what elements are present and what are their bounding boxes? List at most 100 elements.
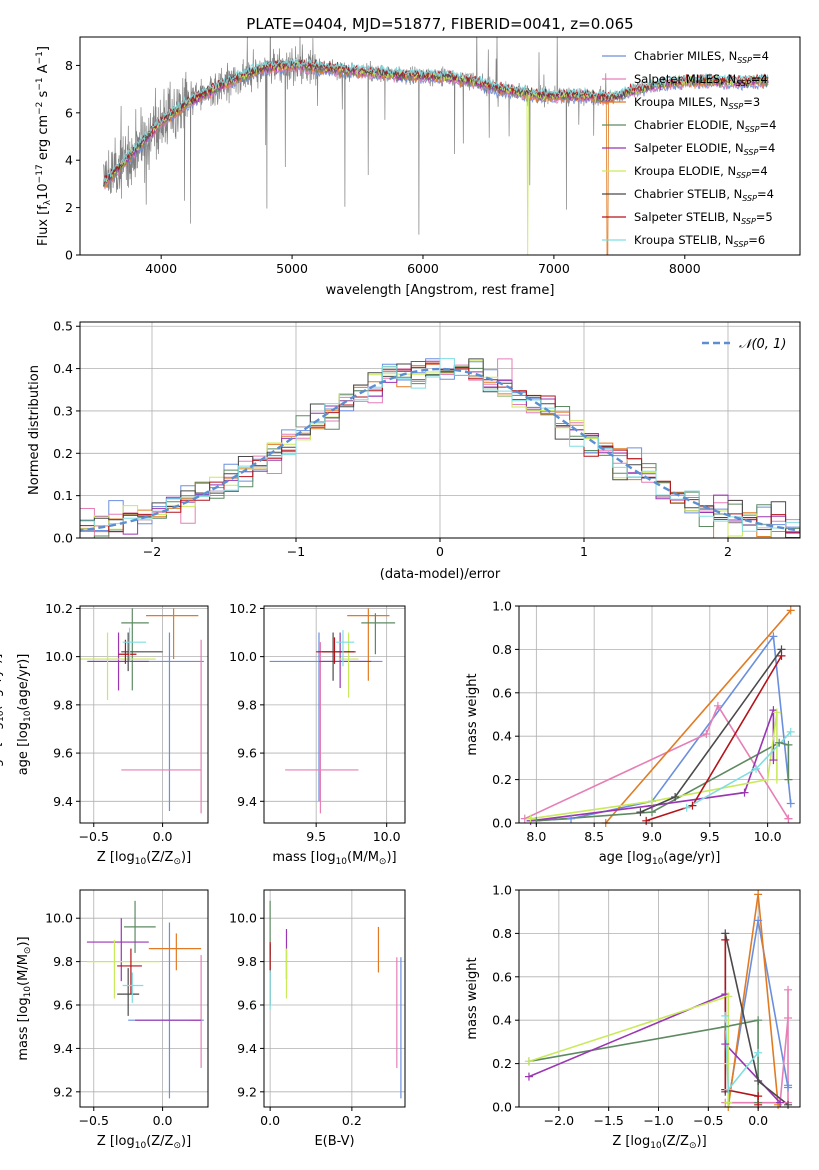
y-tick-label: 9.8 bbox=[53, 697, 73, 712]
y-tick-label: 0.6 bbox=[492, 969, 512, 984]
axes-frame bbox=[263, 889, 406, 1108]
weight-point-marker bbox=[671, 792, 680, 801]
mass-vs-ebv-chart: 0.0 0.2 9.2 9.4 9.6 9.8 10.0 E(B-V) bbox=[229, 889, 406, 1149]
weight-point-marker bbox=[721, 1040, 730, 1049]
legend-label-part: SSP bbox=[744, 148, 759, 157]
legend-label: Salpeter ELODIE, NSSP=4 bbox=[634, 141, 775, 157]
x-tick-label: 0.0 bbox=[748, 1113, 768, 1128]
weight-point-marker bbox=[724, 1059, 733, 1068]
legend-label: Salpeter MILES, NSSP=4 bbox=[634, 72, 768, 88]
weight-point-marker bbox=[754, 1048, 763, 1057]
x-axis-label-part: Z [log bbox=[612, 1134, 650, 1149]
weight-point-marker bbox=[754, 1016, 763, 1025]
y-axis-label-part: −1 bbox=[35, 51, 45, 64]
weight-point-marker bbox=[769, 632, 778, 641]
legend-label-part: Chabrier STELIB, N bbox=[634, 187, 742, 201]
y-axis-label-part: A bbox=[36, 64, 51, 77]
weight-point-marker bbox=[776, 1098, 785, 1107]
model-spectrum bbox=[103, 63, 769, 190]
legend-label: Chabrier STELIB, NSSP=4 bbox=[634, 187, 774, 203]
y-tick-label: 0.1 bbox=[53, 488, 73, 503]
y-tick-label: 0.4 bbox=[53, 361, 73, 376]
x-tick-label: −1.5 bbox=[594, 1113, 624, 1128]
legend-label-part: SSP bbox=[736, 171, 751, 180]
legend-label: Kroupa ELODIE, NSSP=4 bbox=[634, 164, 768, 180]
x-axis-label-part: ⊙ bbox=[173, 857, 181, 867]
axes-frame bbox=[79, 605, 209, 824]
y-axis-label-part: 10 bbox=[23, 986, 33, 998]
x-axis-label: wavelength [Angstrom, rest frame] bbox=[326, 283, 555, 298]
weight-point-marker bbox=[636, 808, 645, 817]
y-axis-label-part: age [log bbox=[16, 722, 31, 775]
y-axis-label-part: (age/yr)] bbox=[0, 654, 4, 711]
x-tick-label: 0.0 bbox=[260, 1113, 280, 1128]
weight-series-line bbox=[605, 609, 792, 823]
legend-label: Kroupa MILES, NSSP=3 bbox=[634, 95, 760, 111]
x-tick-label: 0 bbox=[436, 544, 444, 559]
legend-label-part: =4 bbox=[758, 141, 775, 155]
x-axis-label-part: mass [log bbox=[272, 850, 335, 865]
y-axis-label-part: −1 bbox=[35, 77, 45, 90]
x-tick-label: 5000 bbox=[276, 261, 308, 276]
weight-point-marker bbox=[642, 816, 651, 825]
y-tick-label: 8 bbox=[65, 58, 73, 73]
plot-area bbox=[103, 37, 769, 255]
y-tick-label: 0.8 bbox=[492, 642, 512, 657]
weight-point-marker bbox=[777, 651, 786, 660]
y-tick-label: 9.6 bbox=[237, 998, 257, 1013]
y-axis-label: Normed distribution bbox=[27, 365, 42, 495]
observed-spectrum bbox=[103, 37, 607, 235]
y-axis-label: age [log10(age/yr)] bbox=[0, 654, 6, 776]
x-tick-label: 9.5 bbox=[306, 829, 326, 844]
legend-label-part: SSP bbox=[742, 194, 757, 203]
y-tick-label: 0.8 bbox=[492, 926, 512, 941]
weight-point-marker bbox=[784, 740, 793, 749]
weight-point-marker bbox=[524, 1057, 533, 1066]
y-tick-label: 9.4 bbox=[53, 794, 73, 809]
x-axis-label: Z [log10(Z/Z⊙)] bbox=[612, 1134, 706, 1151]
x-axis-label: age [log10(age/yr)] bbox=[599, 850, 721, 867]
x-tick-label: −1 bbox=[287, 544, 305, 559]
y-axis-label-part: −2 bbox=[35, 102, 45, 115]
mass-vs-Z-chart: −0.5 0.09.29.49.69.810.0Z [log10(Z/Z⊙)]ma… bbox=[16, 889, 209, 1151]
legend-label-part: =3 bbox=[743, 95, 760, 109]
weight-point-marker bbox=[688, 801, 697, 810]
y-tick-label: 1.0 bbox=[492, 883, 512, 898]
x-tick-label: −0.5 bbox=[79, 1113, 109, 1128]
weight-point-marker bbox=[763, 775, 772, 784]
legend-label-part: SSP bbox=[745, 125, 760, 134]
x-tick-label: −0.5 bbox=[693, 1113, 723, 1128]
y-tick-label: 0 bbox=[65, 248, 73, 263]
y-axis-label: Flux [fλ10−17 erg cm−2 s−1 A−1] bbox=[35, 46, 53, 246]
y-tick-label: 0.2 bbox=[53, 446, 73, 461]
y-axis-label-part: erg cm bbox=[36, 115, 51, 164]
x-axis-label-part: 10 bbox=[336, 857, 348, 867]
y-axis-label-part: mass [log bbox=[16, 997, 31, 1060]
x-tick-label: 9.0 bbox=[642, 829, 662, 844]
x-axis-label: Z [log10(Z/Z⊙)] bbox=[97, 1134, 191, 1151]
plot-area bbox=[86, 900, 204, 1099]
y-axis-label: mass [log10(M/M⊙)] bbox=[16, 936, 33, 1060]
y-tick-label: 0.0 bbox=[492, 1100, 512, 1115]
model-spectrum bbox=[103, 58, 769, 182]
weight-point-marker bbox=[784, 1014, 793, 1023]
x-axis-label-part: )] bbox=[697, 1134, 707, 1149]
y-tick-label: 9.4 bbox=[237, 794, 257, 809]
y-tick-label: 9.8 bbox=[237, 697, 257, 712]
x-axis-label: E(B-V) bbox=[314, 1134, 354, 1149]
weight-series-line bbox=[724, 1015, 759, 1092]
age-vs-Z-chart: −0.5 0.09.49.69.810.010.2Z [log10(Z/Z⊙)]a… bbox=[16, 601, 209, 867]
weight-point-marker bbox=[784, 775, 793, 784]
y-axis-label-part: (M/M bbox=[16, 954, 31, 986]
x-tick-label: 4000 bbox=[145, 261, 177, 276]
legend-label-part: Chabrier MILES, N bbox=[634, 49, 737, 63]
y-axis-label-part: 10 bbox=[0, 710, 6, 722]
x-tick-label: 10.0 bbox=[373, 829, 401, 844]
weight-point-marker bbox=[526, 814, 535, 823]
y-tick-label: 10.0 bbox=[229, 911, 257, 926]
axes-frame bbox=[518, 605, 801, 824]
y-tick-label: 10.0 bbox=[229, 649, 257, 664]
weight-point-marker bbox=[784, 814, 793, 823]
